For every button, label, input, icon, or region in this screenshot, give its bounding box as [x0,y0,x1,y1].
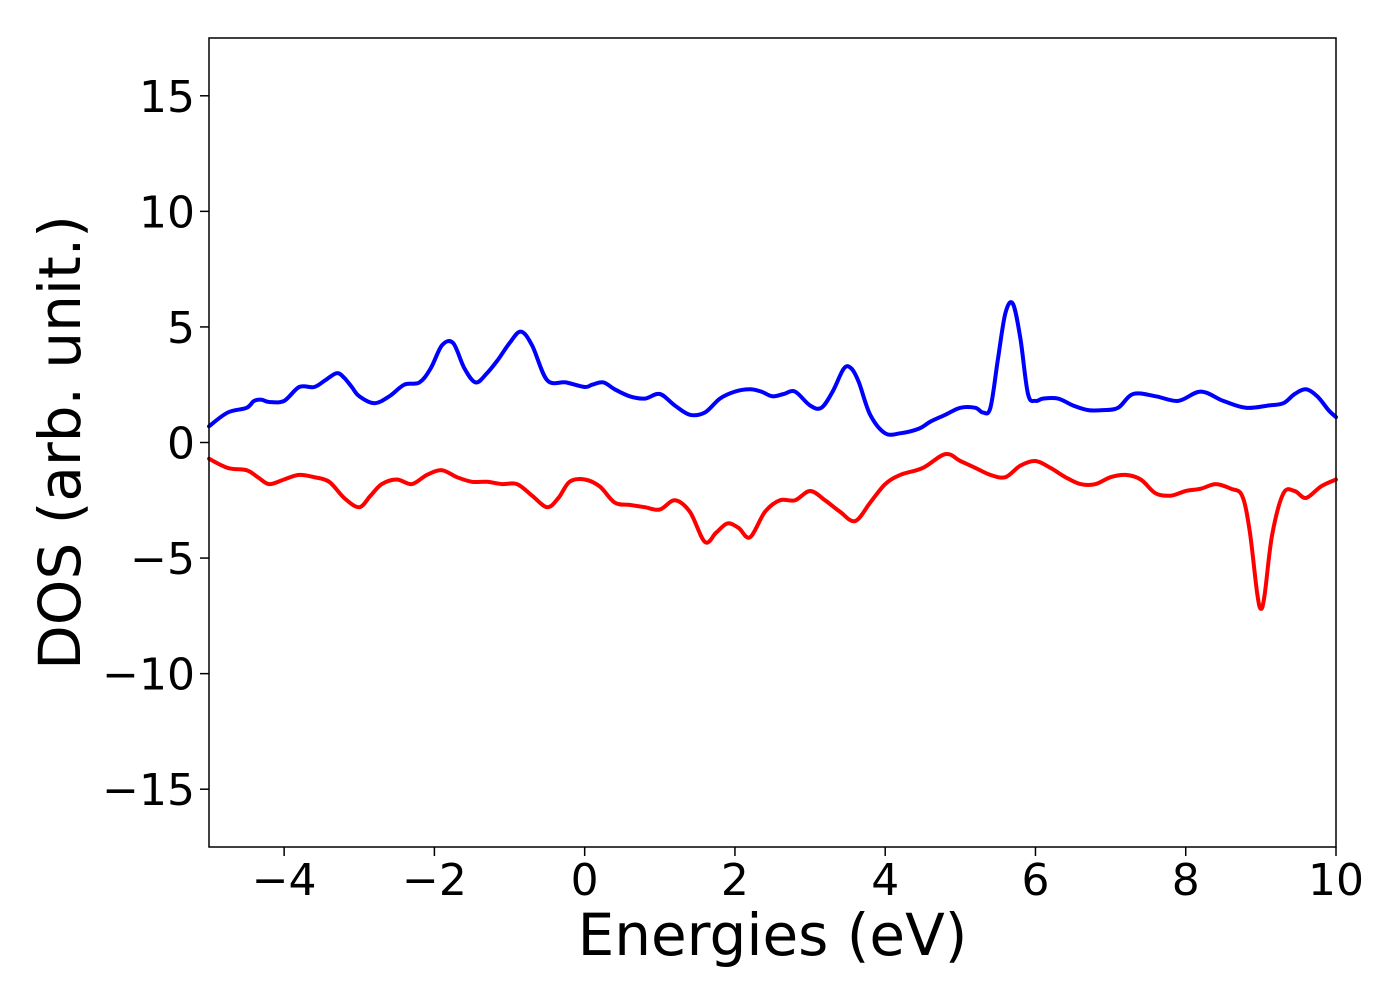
x-tick-label: 0 [571,855,599,906]
x-axis: −4 −2 0 2 4 6 8 10 [252,847,1364,906]
x-tick-label: 6 [1021,855,1049,906]
y-tick-label: −10 [102,650,195,701]
y-tick-label: −15 [102,765,195,816]
x-tick-label: 10 [1308,855,1364,906]
x-axis-label: Energies (eV) [578,901,968,969]
y-axis: 15 10 5 0 −5 −10 −15 [102,72,209,816]
series-line-1 [207,300,1338,437]
y-tick-label: 15 [139,72,195,123]
series-line-2 [207,451,1338,611]
y-axis-label: DOS (arb. unit.) [26,215,94,670]
x-tick-label: 4 [871,855,899,906]
x-tick-label: 8 [1172,855,1200,906]
x-tick-label: −2 [402,855,467,906]
series-layer [207,300,1338,611]
y-tick-label: 0 [167,419,195,470]
x-tick-label: 2 [721,855,749,906]
y-tick-label: 5 [167,303,195,354]
y-tick-label: 10 [139,187,195,238]
y-tick-label: −5 [130,534,195,585]
x-tick-label: −4 [252,855,317,906]
plot-frame [208,37,1337,848]
